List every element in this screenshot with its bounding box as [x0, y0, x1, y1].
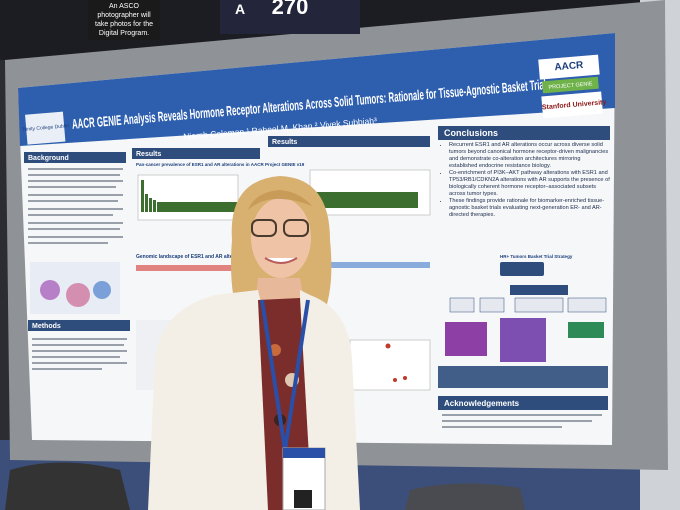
- flow-box: [445, 322, 487, 356]
- text-line: [442, 414, 602, 416]
- conclusion: Co-enrichment of PI3K–AKT pathway altera…: [449, 170, 610, 198]
- chair: [405, 483, 525, 510]
- aacr-logo: [538, 54, 600, 80]
- figure-title: HR+ Tumors Basket Trial Strategy: [500, 254, 573, 259]
- sign: [88, 0, 160, 40]
- flow-box: [449, 297, 475, 313]
- bar: [141, 180, 144, 212]
- scatter-dot: [385, 343, 391, 349]
- text-line: [28, 236, 123, 238]
- text-line: [32, 368, 102, 370]
- board-number-plate: [220, 0, 360, 34]
- figure-panel: [137, 174, 239, 221]
- oncoprint: [320, 262, 430, 268]
- figure-title: Genomic landscape of ESR1 and AR alterat…: [136, 254, 249, 260]
- scatter-dot: [393, 378, 397, 382]
- section-header: [438, 396, 608, 410]
- text-line: [28, 186, 116, 188]
- blazer-left: [148, 290, 275, 510]
- text-line: [28, 194, 123, 196]
- section-header: [24, 152, 126, 163]
- genie-logo: [542, 76, 599, 94]
- sign-text-box: An ASCO photographer will take photos fo…: [95, 3, 153, 37]
- sign-text: An ASCO photographer will take photos fo…: [95, 3, 153, 37]
- badge-header: [283, 448, 325, 458]
- bar: [153, 200, 156, 212]
- conclusion: These findings provide rationale for bio…: [449, 198, 610, 219]
- section-title: Conclusions: [444, 128, 498, 138]
- scatter-panel: [349, 339, 431, 391]
- bar: [145, 194, 148, 212]
- text-line: [28, 180, 123, 182]
- text-line: [28, 228, 120, 230]
- glasses-lens: [283, 219, 309, 237]
- section-header: [28, 320, 130, 331]
- banner: [438, 366, 608, 388]
- aacr-text: AACR: [554, 60, 584, 73]
- conclusion: Recurrent ESR1 and AR alterations occur …: [449, 142, 610, 170]
- illustration-blob: [66, 283, 90, 307]
- text-line: [32, 350, 127, 352]
- text-line: [28, 200, 118, 202]
- chair: [5, 462, 130, 510]
- ack-lines: [442, 414, 602, 428]
- board-letter: A: [235, 1, 245, 17]
- scatter-dot: [403, 376, 407, 380]
- bar: [157, 202, 237, 212]
- flow-box: [479, 297, 505, 313]
- fringe: [248, 190, 312, 210]
- oncoprint: [136, 265, 232, 271]
- flow-box: [568, 322, 604, 338]
- flow-box: [567, 297, 607, 313]
- body-text-lines: [28, 168, 127, 370]
- bar: [314, 192, 418, 208]
- illustration-blob: [93, 281, 111, 299]
- section-title: Results: [272, 139, 297, 146]
- text-line: [442, 420, 592, 422]
- section-title: Background: [28, 155, 69, 162]
- text-line: [28, 214, 113, 216]
- text-line: [28, 174, 120, 176]
- flow-box: [500, 262, 544, 276]
- trinity-text: Trinity College Dublin: [21, 123, 69, 133]
- section-title: Results: [136, 151, 161, 158]
- badge-qr: [294, 490, 312, 508]
- stanford-logo: [541, 91, 603, 119]
- flow-box: [514, 297, 564, 313]
- text-line: [28, 208, 123, 210]
- section-title: Acknowledgements: [444, 399, 520, 408]
- trinity-logo: [25, 111, 66, 145]
- text-line: [442, 426, 562, 428]
- text-line: [28, 242, 108, 244]
- section-header: [268, 136, 430, 147]
- text-line: [32, 344, 124, 346]
- glasses-lens: [251, 219, 277, 237]
- text-line: [32, 338, 127, 340]
- illustration-blob: [40, 280, 60, 300]
- face: [251, 198, 311, 278]
- section-header: [132, 148, 260, 159]
- bar: [149, 198, 152, 212]
- text-line: [32, 362, 127, 364]
- text-line: [28, 168, 123, 170]
- flow-box: [500, 318, 546, 362]
- board-number: 270: [272, 0, 309, 19]
- poster-header: [18, 33, 615, 146]
- conclusions-box: Recurrent ESR1 and AR alterations occur …: [440, 142, 610, 242]
- genie-text: PROJECT GENIE: [548, 81, 593, 91]
- figure-title: Pan-cancer prevalence of ESR1 and AR alt…: [136, 162, 305, 167]
- histogram-bars: [141, 180, 237, 212]
- neck: [255, 278, 305, 305]
- conclusions-list: Recurrent ESR1 and AR alterations occur …: [440, 142, 610, 219]
- section-title: Methods: [32, 323, 61, 330]
- text-line: [28, 222, 123, 224]
- flow-box: [510, 285, 568, 295]
- smile: [264, 257, 298, 264]
- section-header: [438, 126, 610, 140]
- text-line: [32, 356, 120, 358]
